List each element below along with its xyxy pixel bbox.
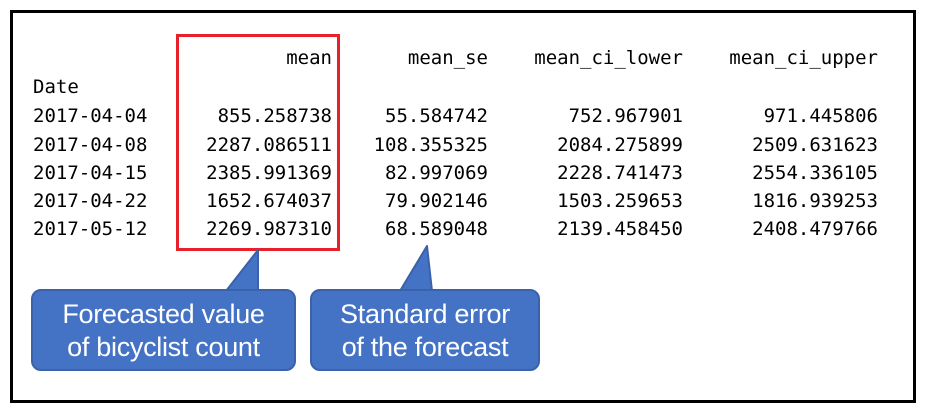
row-mean-ci-upper: 2554.336105 <box>752 162 878 184</box>
row-date: 2017-04-22 <box>33 190 148 212</box>
mean-column-highlight <box>176 34 340 251</box>
column-header-mean-ci-upper: mean_ci_upper <box>729 47 878 69</box>
row-mean: 1652.674037 <box>206 190 332 212</box>
row-mean-ci-lower: 1503.259653 <box>557 190 683 212</box>
row-mean-se: 55.584742 <box>385 105 488 127</box>
column-header-mean: mean <box>286 47 332 69</box>
row-date: 2017-04-04 <box>33 105 148 127</box>
row-mean-ci-upper: 971.445806 <box>763 105 878 127</box>
row-mean: 2287.086511 <box>206 134 332 156</box>
row-mean-ci-lower: 2139.458450 <box>557 218 683 240</box>
row-mean-ci-lower: 2228.741473 <box>557 162 683 184</box>
row-date: 2017-05-12 <box>33 218 148 240</box>
index-header-date: Date <box>33 76 79 98</box>
row-date: 2017-04-15 <box>33 162 148 184</box>
row-mean-ci-lower: 752.967901 <box>568 105 683 127</box>
row-mean: 855.258738 <box>217 105 332 127</box>
row-mean-ci-lower: 2084.275899 <box>557 134 683 156</box>
row-date: 2017-04-08 <box>33 134 148 156</box>
forecast-callout-line-1: Forecasted value <box>62 299 265 329</box>
row-mean-se: 108.355325 <box>373 134 488 156</box>
row-mean: 2385.991369 <box>206 162 332 184</box>
forecast-value-callout: Forecasted value of bicyclist count <box>31 289 296 371</box>
forecast-callout-line-2: of bicyclist count <box>67 332 260 362</box>
row-mean-ci-upper: 1816.939253 <box>752 190 878 212</box>
row-mean-ci-upper: 2408.479766 <box>752 218 878 240</box>
stderr-callout-line-2: of the forecast <box>341 332 509 362</box>
row-mean-se: 79.902146 <box>385 190 488 212</box>
row-mean-se: 68.589048 <box>385 218 488 240</box>
stderr-callout-line-1: Standard error <box>340 299 510 329</box>
column-header-mean-se: mean_se <box>407 47 488 69</box>
row-mean-se: 82.997069 <box>385 162 488 184</box>
row-mean: 2269.987310 <box>206 218 332 240</box>
row-mean-ci-upper: 2509.631623 <box>752 134 878 156</box>
standard-error-callout: Standard error of the forecast <box>310 289 540 371</box>
column-header-mean-ci-lower: mean_ci_lower <box>534 47 683 69</box>
